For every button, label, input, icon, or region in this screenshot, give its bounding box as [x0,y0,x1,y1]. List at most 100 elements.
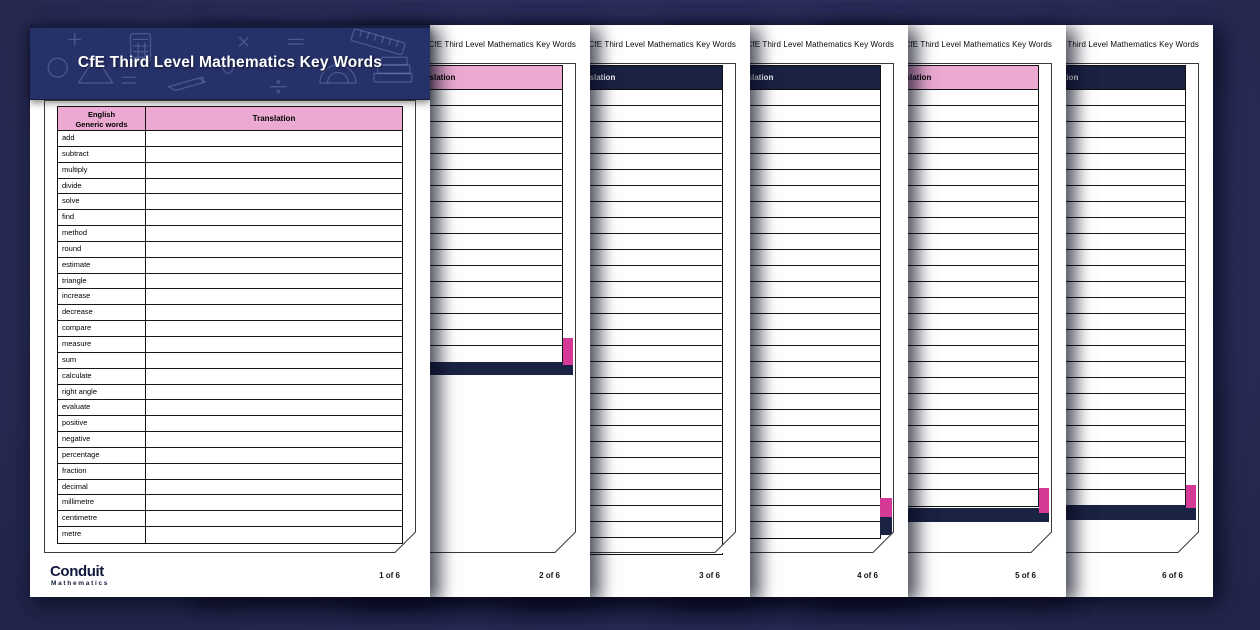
english-word-cell: sum [58,352,146,368]
word-row: percentage [58,447,402,464]
translation-cell [146,289,402,304]
logo-subtitle: Mathematics [51,580,110,587]
english-word-cell: find [58,210,146,226]
translation-cell [146,210,402,225]
english-word-cell: multiply [58,162,146,178]
word-row: measure [58,336,402,353]
word-row: divide [58,178,402,195]
word-row: sum [58,352,402,369]
english-word-cell: measure [58,336,146,352]
translation-cell [146,274,402,289]
word-row: positive [58,416,402,433]
translation-cell [146,448,402,463]
english-word-cell: decimal [58,479,146,495]
pink-flag-accent [880,498,892,517]
page-number: 3 of 6 [699,571,720,580]
publisher-logo: Conduit Mathematics [50,564,109,587]
english-word-cell: solve [58,194,146,210]
word-row: increase [58,289,402,306]
english-word-cell: centimetre [58,511,146,527]
word-row: centimetre [58,511,402,528]
translation-cell [146,400,402,415]
running-title: CfE Third Level Mathematics Key Words [1051,40,1199,49]
multiply-sign-icon [238,36,249,47]
translation-cell [146,147,402,162]
word-row: decimal [58,479,402,496]
running-title: CfE Third Level Mathematics Key Words [904,40,1052,49]
table-body: add subtract multiply divide solve find method… [58,131,402,543]
triangle-doodle-icon [77,55,114,84]
plus-sign-icon [68,33,82,46]
calculator-icon [129,33,152,62]
english-word-cell: evaluate [58,400,146,416]
english-word-cell: increase [58,289,146,305]
word-row: method [58,226,402,242]
document-title: CfE Third Level Mathematics Key Words [77,54,383,71]
translation-cell [146,385,402,400]
english-word-cell: compare [58,321,146,336]
word-row: right angle [58,384,402,401]
english-word-cell: positive [58,416,146,432]
translation-cell [146,432,402,447]
translation-header-cell: Translation [146,107,402,130]
translation-cell [146,258,402,273]
equals-sign-icon [288,38,304,45]
english-word-cell: subtract [58,146,146,162]
english-word-cell: decrease [58,305,146,321]
ruler-icon [350,28,406,56]
english-word-cell: round [58,241,146,257]
translation-cell [146,416,402,431]
translation-cell [146,242,402,257]
page-number: 2 of 6 [539,571,560,580]
translation-cell [146,337,402,352]
word-row: triangle [58,273,402,290]
word-row: compare [58,321,402,337]
word-row: add [58,131,402,147]
word-row: estimate [58,257,402,274]
word-row: evaluate [58,400,402,417]
english-word-cell: estimate [58,257,146,273]
word-row: metre [58,527,402,543]
pink-flag-accent [1186,485,1196,508]
translation-cell [146,226,402,241]
translation-cell [146,179,402,194]
english-word-cell: calculate [58,368,146,384]
title-banner: CfE Third Level Mathematics Key Words [30,25,430,100]
translation-cell [146,163,402,178]
keywords-table: English Generic words Translation add subt… [57,106,403,544]
english-word-cell: metre [58,527,146,543]
word-row: find [58,210,402,227]
page-number: 1 of 6 [379,571,400,580]
translation-cell [146,464,402,479]
word-row: multiply [58,162,402,179]
corner-cut [1031,532,1052,553]
running-title: CfE Third Level Mathematics Key Words [428,40,576,49]
running-title: CfE Third Level Mathematics Key Words [588,40,736,49]
logo-name: Conduit [50,563,104,580]
translation-cell [146,305,402,320]
english-word-cell: fraction [58,463,146,479]
english-word-cell: method [58,226,146,241]
division-sign-icon [270,80,287,94]
running-title: CfE Third Level Mathematics Key Words [746,40,894,49]
pink-flag-accent [1039,488,1049,513]
word-row: round [58,241,402,258]
english-word-cell: millimetre [58,495,146,511]
page-1[interactable]: CfE Third Level Mathematics Key Words En… [30,25,430,597]
english-word-cell: negative [58,432,146,447]
word-row: negative [58,432,402,448]
word-row: millimetre [58,495,402,512]
navy-flag-accent [880,517,892,535]
pencil-icon [167,76,207,92]
page-number: 5 of 6 [1015,571,1036,580]
corner-cut [1178,532,1199,553]
translation-cell [146,527,402,543]
equals-sign-icon [121,76,136,84]
english-word-cell: right angle [58,384,146,400]
page-number: 6 of 6 [1162,571,1183,580]
circle-doodle-icon [47,57,68,78]
translation-cell [146,321,402,336]
